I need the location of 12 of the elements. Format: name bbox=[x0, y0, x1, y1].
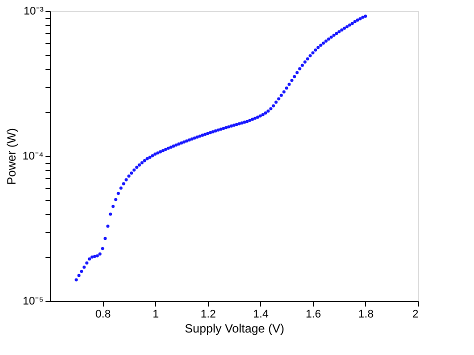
x-tick-label: 1.6 bbox=[306, 308, 322, 320]
y-tick-label: 10⁻⁴ bbox=[22, 150, 44, 162]
y-tick-label: 10⁻³ bbox=[24, 6, 44, 18]
y-axis-title: Power (W) bbox=[4, 128, 19, 185]
y-tick-label: 10⁻⁵ bbox=[22, 296, 44, 308]
x-tick-label: 1.8 bbox=[358, 308, 374, 320]
x-tick-label: 2 bbox=[412, 308, 418, 320]
x-axis-title: Supply Voltage (V) bbox=[184, 322, 284, 336]
x-tick-label: 1.2 bbox=[200, 308, 216, 320]
x-tick-label: 0.8 bbox=[95, 308, 111, 320]
x-tick-label: 1 bbox=[152, 308, 159, 320]
x-tick-label: 1.4 bbox=[253, 308, 268, 320]
